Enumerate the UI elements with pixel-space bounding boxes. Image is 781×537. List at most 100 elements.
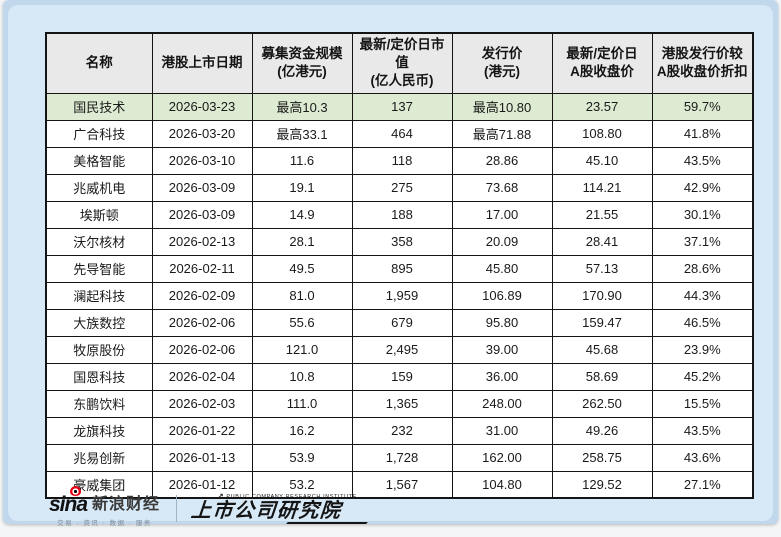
table-cell: 2026-03-20 xyxy=(151,119,253,148)
column-header: 港股上市日期 xyxy=(151,32,253,94)
table-cell: 46.5% xyxy=(651,308,754,337)
column-header: 最新/定价日 A股收盘价 xyxy=(551,32,653,94)
table-cell: 159 xyxy=(351,362,453,391)
table-cell: 2026-03-09 xyxy=(151,173,253,202)
table-row: 美格智能 2026-03-10 11.6 118 28.86 45.10 43.5% xyxy=(45,146,754,175)
table-cell: 45.80 xyxy=(451,254,553,283)
table-row: 东鹏饮料 2026-02-03 111.0 1,365 248.00 262.50 15.5… xyxy=(45,389,754,418)
table-row: 兆易创新 2026-01-13 53.9 1,728 162.00 258.75 43.6% xyxy=(45,443,754,472)
table-cell: 2026-03-09 xyxy=(151,200,253,229)
table-cell: 43.5% xyxy=(651,146,754,175)
table-cell: 1,959 xyxy=(351,281,453,310)
institute-underline xyxy=(286,521,368,524)
table-cell: 兆易创新 xyxy=(45,443,153,472)
sina-tagline: 交易 · 资讯 · 数据 · 服务 xyxy=(57,519,152,527)
table-row: 沃尔核材 2026-02-13 28.1 358 20.09 28.41 37.1% xyxy=(45,227,754,256)
table-cell: 95.80 xyxy=(451,308,553,337)
table-row: 埃斯顿 2026-03-09 14.9 188 17.00 21.55 30.1% xyxy=(45,200,754,229)
table-cell: 16.2 xyxy=(251,416,353,445)
table-cell: 188 xyxy=(351,200,453,229)
table-cell: 豪威集团 xyxy=(45,470,153,499)
institute-caption: ↗ PUBLIC COMPANY RESEARCH INSTITUTE xyxy=(217,492,367,501)
table-row: 兆威机电 2026-03-09 19.1 275 73.68 114.21 42.9% xyxy=(45,173,754,202)
table-cell: 53.9 xyxy=(251,443,353,472)
table-cell: 最高71.88 xyxy=(451,119,553,148)
table-row: 龙旗科技 2026-01-22 16.2 232 31.00 49.26 43.5% xyxy=(45,416,754,445)
table-cell: 39.00 xyxy=(451,335,553,364)
table-cell: 2026-03-10 xyxy=(151,146,253,175)
table-cell: 44.3% xyxy=(651,281,754,310)
table-cell: 27.1% xyxy=(651,470,754,499)
table-cell: 121.0 xyxy=(251,335,353,364)
institute-logo: ↗ PUBLIC COMPANY RESEARCH INSTITUTE 上市公司… xyxy=(190,492,368,524)
table-cell: 2026-01-13 xyxy=(151,443,253,472)
content-card: 名称 港股上市日期 募集资金规模 (亿港元) 最新/定价日市值 (亿人民币) 发行价 (港元)… xyxy=(8,5,773,527)
table-cell: 14.9 xyxy=(251,200,353,229)
institute-name: 上市公司研究院 xyxy=(190,499,343,522)
table-cell: 104.80 xyxy=(451,470,553,499)
table-cell: 2026-02-04 xyxy=(151,362,253,391)
footer-logos: sina 新浪财经 交易 · 资讯 · 数据 · 服务 ↗ PUBLIC COM… xyxy=(49,485,368,527)
table-row: 豪威集团 2026-01-12 53.2 1,567 104.80 129.52 27.1% xyxy=(45,470,754,499)
table-cell: 464 xyxy=(351,119,453,148)
table-cell: 55.6 xyxy=(251,308,353,337)
table-cell: 1,567 xyxy=(351,470,453,499)
table-cell: 28.41 xyxy=(551,227,653,256)
table-cell: 262.50 xyxy=(551,389,653,418)
table-cell: 118 xyxy=(351,146,453,175)
table-row: 国恩科技 2026-02-04 10.8 159 36.00 58.69 45.2% xyxy=(45,362,754,391)
table-header-row: 名称 港股上市日期 募集资金规模 (亿港元) 最新/定价日市值 (亿人民币) 发行价 (港元)… xyxy=(45,32,754,94)
table-cell: 2026-01-22 xyxy=(151,416,253,445)
table-cell: 358 xyxy=(351,227,453,256)
table-cell: 国恩科技 xyxy=(45,362,153,391)
table-cell: 最高33.1 xyxy=(251,119,353,148)
table-cell: 49.26 xyxy=(551,416,653,445)
table-cell: 162.00 xyxy=(451,443,553,472)
table-cell: 31.00 xyxy=(451,416,553,445)
table-cell: 37.1% xyxy=(651,227,754,256)
table-cell: 43.5% xyxy=(651,416,754,445)
table-cell: 牧原股份 xyxy=(45,335,153,364)
table-cell: 最高10.80 xyxy=(451,92,553,121)
table-cell: 2026-02-13 xyxy=(151,227,253,256)
table-cell: 45.10 xyxy=(551,146,653,175)
column-header: 名称 xyxy=(45,32,153,94)
table-cell: 43.6% xyxy=(651,443,754,472)
table-row: 澜起科技 2026-02-09 81.0 1,959 106.89 170.90 44.3% xyxy=(45,281,754,310)
table-cell: 170.90 xyxy=(551,281,653,310)
table-row: 国民技术 2026-03-23 最高10.3 137 最高10.80 23.57 59.7% xyxy=(45,92,754,121)
table-cell: 兆威机电 xyxy=(45,173,153,202)
column-header: 港股发行价较 A股收盘价折扣 xyxy=(651,32,754,94)
table-cell: 先导智能 xyxy=(45,254,153,283)
sina-eye-icon xyxy=(69,485,81,496)
table-cell: 73.68 xyxy=(451,173,553,202)
table-cell: 10.8 xyxy=(251,362,353,391)
table-cell: 东鹏饮料 xyxy=(45,389,153,418)
table-cell: 国民技术 xyxy=(45,92,153,121)
table-cell: 258.75 xyxy=(551,443,653,472)
table-cell: 58.69 xyxy=(551,362,653,391)
column-header: 发行价 (港元) xyxy=(451,32,553,94)
table-cell: 2026-02-06 xyxy=(151,308,253,337)
logo-divider xyxy=(176,494,178,522)
table-cell: 沃尔核材 xyxy=(45,227,153,256)
table-cell: 21.55 xyxy=(551,200,653,229)
sina-finance-name: 新浪财经 xyxy=(92,495,161,513)
table-cell: 106.89 xyxy=(451,281,553,310)
table-row: 先导智能 2026-02-11 49.5 895 45.80 57.13 28.6% xyxy=(45,254,754,283)
table-cell: 2026-02-06 xyxy=(151,335,253,364)
table-cell: 大族数控 xyxy=(45,308,153,337)
table-cell: 澜起科技 xyxy=(45,281,153,310)
table-cell: 1,728 xyxy=(351,443,453,472)
table-cell: 129.52 xyxy=(551,470,653,499)
table-cell: 41.8% xyxy=(651,119,754,148)
table-cell: 30.1% xyxy=(651,200,754,229)
table-cell: 108.80 xyxy=(551,119,653,148)
table-cell: 679 xyxy=(351,308,453,337)
table-cell: 19.1 xyxy=(251,173,353,202)
table-cell: 36.00 xyxy=(451,362,553,391)
table-cell: 28.86 xyxy=(451,146,553,175)
table-cell: 57.13 xyxy=(551,254,653,283)
table-cell: 美格智能 xyxy=(45,146,153,175)
table-cell: 2026-02-09 xyxy=(151,281,253,310)
